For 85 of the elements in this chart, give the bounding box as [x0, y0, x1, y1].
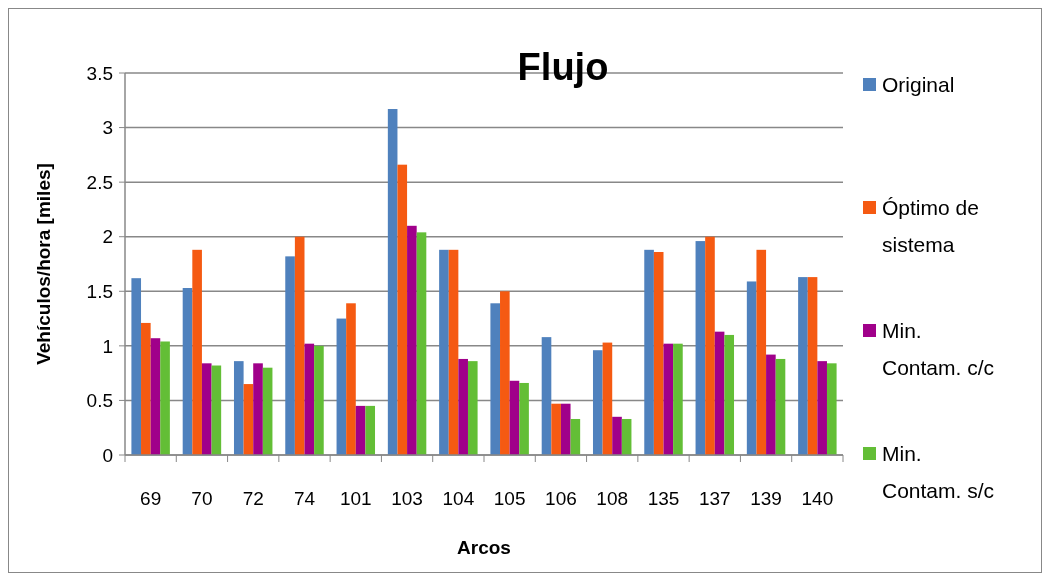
- bar: [131, 278, 142, 455]
- bar: [294, 236, 305, 455]
- bar: [490, 303, 501, 455]
- x-tick-label: 69: [140, 488, 162, 509]
- y-tick-label: 3.5: [86, 62, 113, 84]
- legend-label: Original: [882, 73, 955, 97]
- bar: [243, 384, 254, 455]
- bar: [592, 350, 603, 455]
- bar: [448, 249, 459, 455]
- bar: [724, 334, 735, 455]
- legend-label: Min. Contam. s/c: [882, 442, 995, 503]
- bar: [150, 338, 161, 455]
- bar: [211, 365, 222, 455]
- y-tick-label: 2.5: [86, 171, 113, 193]
- x-tick-label: 140: [801, 488, 834, 509]
- bar: [570, 418, 581, 455]
- bar: [192, 249, 202, 455]
- x-tick-label: 72: [242, 488, 264, 509]
- bar: [467, 361, 478, 455]
- bar: [346, 303, 356, 455]
- bar: [336, 318, 347, 455]
- bar: [714, 331, 725, 455]
- bar: [458, 358, 468, 455]
- x-tick-label: 104: [442, 488, 475, 509]
- bar: [798, 277, 808, 455]
- bar: [500, 291, 510, 455]
- bar: [509, 380, 520, 455]
- x-tick-label: 105: [493, 488, 526, 509]
- bar: [160, 341, 170, 455]
- bar: [817, 361, 827, 455]
- x-tick-label: 135: [647, 488, 680, 509]
- bar: [663, 343, 674, 455]
- bar: [766, 354, 776, 455]
- bar: [314, 345, 324, 455]
- bar: [355, 405, 366, 455]
- y-tick-label: 1.5: [86, 280, 113, 302]
- bar: [365, 405, 376, 455]
- y-tick-label: 0: [102, 444, 113, 466]
- bar: [621, 418, 632, 455]
- bar: [439, 249, 449, 455]
- bar: [775, 358, 786, 455]
- bar: [551, 403, 561, 455]
- chart-title: Flujo: [517, 46, 609, 88]
- y-tick-label: 3: [102, 117, 113, 139]
- x-tick-label: 108: [596, 488, 629, 509]
- bar: [541, 337, 552, 455]
- x-axis-title: Arcos: [457, 537, 511, 558]
- y-axis-title: Vehículos/hora [miles]: [33, 163, 54, 365]
- bar: [653, 251, 664, 455]
- bar: [746, 281, 757, 455]
- bar: [304, 343, 315, 455]
- bar: [407, 225, 417, 455]
- x-tick-label: 101: [339, 488, 372, 509]
- bar: [756, 249, 767, 455]
- x-tick-label: 139: [750, 488, 782, 509]
- bar: [285, 256, 295, 455]
- x-tick-label: 74: [293, 488, 316, 509]
- bar: [233, 361, 244, 455]
- legend-label: Óptimo de sistema: [882, 196, 979, 257]
- bar: [673, 343, 683, 455]
- x-tick-label: 70: [191, 488, 213, 509]
- y-tick-label: 1: [102, 335, 113, 357]
- bar: [602, 342, 613, 455]
- bar: [612, 416, 622, 455]
- bar: [262, 367, 273, 455]
- x-tick-label: 106: [545, 488, 577, 509]
- y-tick-label: 2: [102, 226, 113, 248]
- x-tick-label: 103: [391, 488, 423, 509]
- bar: [141, 322, 151, 455]
- bar: [695, 241, 706, 455]
- bar: [253, 363, 263, 455]
- bar: [644, 249, 654, 455]
- x-tick-label: 137: [698, 488, 731, 509]
- bar: [705, 236, 715, 455]
- bar: [826, 363, 837, 455]
- bar: [397, 164, 408, 455]
- bar: [182, 288, 193, 455]
- bar: [201, 363, 212, 455]
- legend-label: Min. Contam. c/c: [882, 319, 995, 380]
- bar: [416, 232, 427, 455]
- bar: [560, 403, 571, 455]
- bar: [519, 382, 529, 455]
- y-tick-label: 0.5: [86, 390, 113, 412]
- bar: [807, 277, 818, 455]
- bar: [387, 109, 398, 455]
